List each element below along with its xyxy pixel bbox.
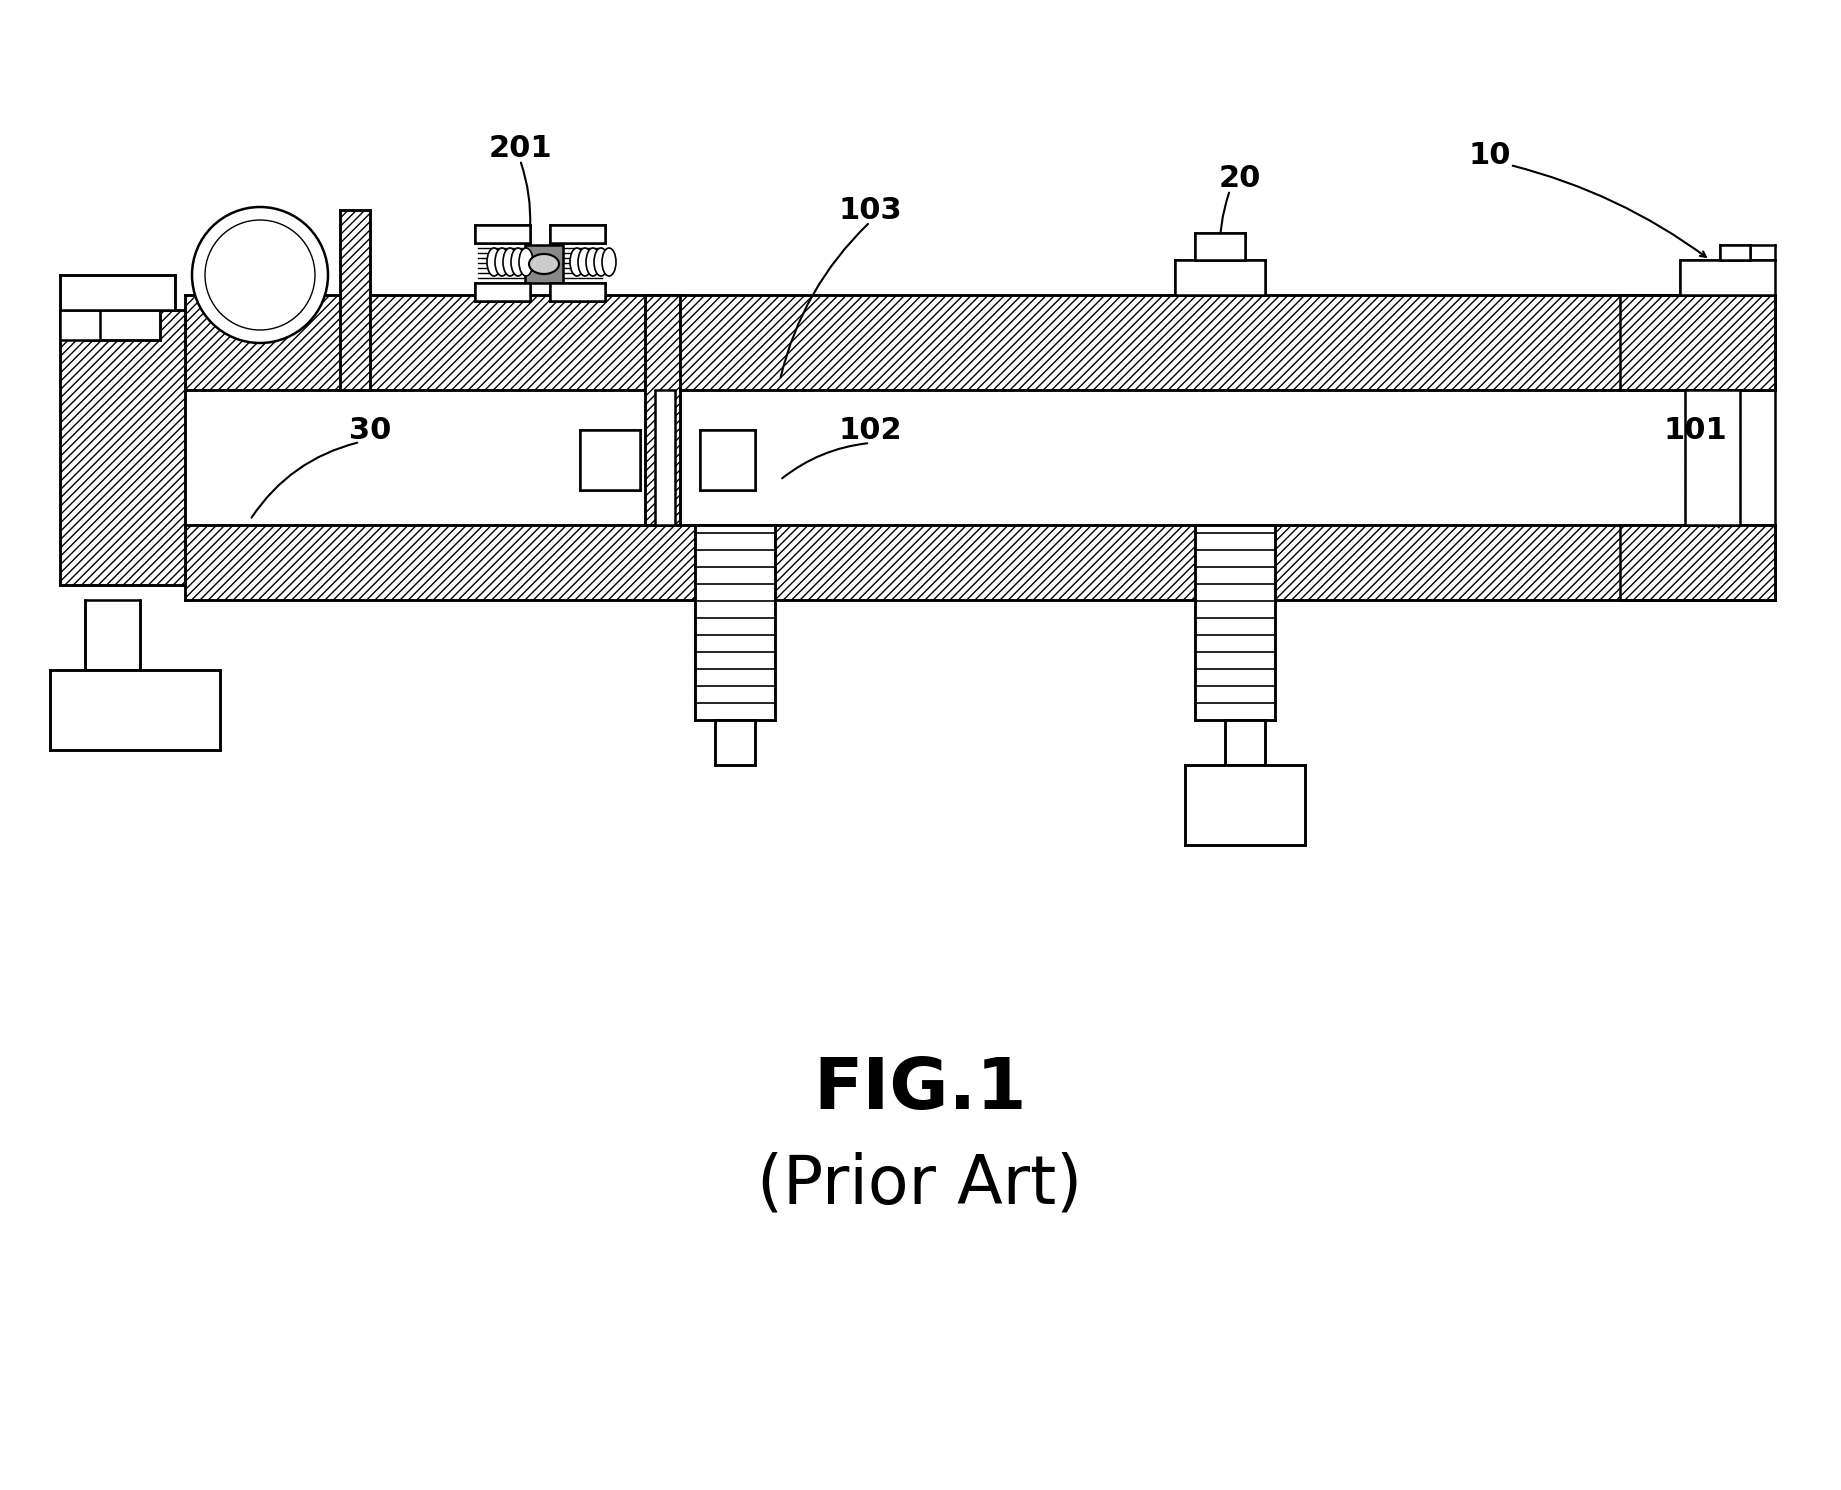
Ellipse shape xyxy=(528,253,560,274)
Bar xyxy=(700,431,755,490)
Bar xyxy=(1195,524,1276,720)
Ellipse shape xyxy=(519,247,534,276)
Bar xyxy=(475,283,530,301)
Text: 30: 30 xyxy=(348,416,390,444)
Bar xyxy=(61,310,184,586)
Bar xyxy=(580,431,641,490)
Ellipse shape xyxy=(495,247,508,276)
Bar xyxy=(184,524,1775,600)
Bar xyxy=(655,390,676,524)
Text: 201: 201 xyxy=(488,134,552,162)
Bar xyxy=(1620,295,1775,390)
Text: 103: 103 xyxy=(838,195,902,225)
FancyArrowPatch shape xyxy=(471,222,534,298)
Ellipse shape xyxy=(602,247,617,276)
Ellipse shape xyxy=(512,247,525,276)
Bar xyxy=(50,670,221,749)
Circle shape xyxy=(191,207,328,343)
Ellipse shape xyxy=(488,247,501,276)
Bar xyxy=(525,244,563,283)
Ellipse shape xyxy=(595,247,608,276)
Text: 20: 20 xyxy=(1219,164,1261,192)
Bar xyxy=(714,720,755,764)
Bar xyxy=(1620,524,1775,600)
Bar xyxy=(61,310,99,340)
Text: 10: 10 xyxy=(1469,140,1511,170)
Bar xyxy=(475,225,530,243)
Bar xyxy=(85,310,160,340)
Bar xyxy=(1175,259,1265,295)
Bar xyxy=(550,225,606,243)
Text: (Prior Art): (Prior Art) xyxy=(757,1152,1083,1217)
Bar xyxy=(1195,232,1245,259)
Bar xyxy=(1224,720,1265,764)
Ellipse shape xyxy=(585,247,600,276)
Text: 102: 102 xyxy=(838,416,902,444)
Bar xyxy=(1685,390,1740,524)
Bar xyxy=(341,210,370,390)
Text: 101: 101 xyxy=(1662,416,1727,444)
Bar xyxy=(550,283,606,301)
Ellipse shape xyxy=(503,247,517,276)
Circle shape xyxy=(204,221,315,329)
Bar xyxy=(696,524,775,720)
Ellipse shape xyxy=(571,247,584,276)
Bar xyxy=(644,295,679,524)
Bar xyxy=(85,600,140,670)
Bar xyxy=(61,276,175,310)
Bar xyxy=(1681,259,1775,295)
Text: FIG.1: FIG.1 xyxy=(814,1055,1027,1125)
Bar xyxy=(1186,764,1305,845)
Bar xyxy=(184,295,1775,390)
Bar xyxy=(1719,244,1751,259)
Ellipse shape xyxy=(578,247,593,276)
